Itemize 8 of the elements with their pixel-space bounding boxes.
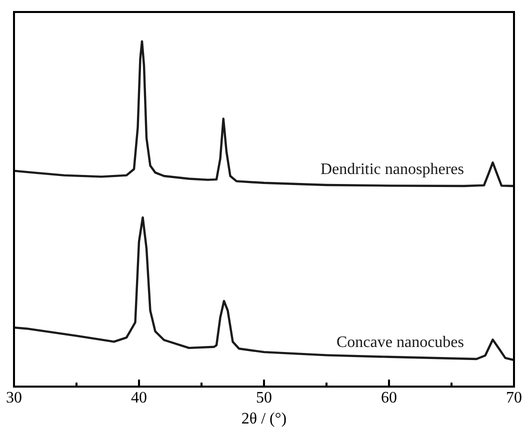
series-label: Dendritic nanospheres xyxy=(320,161,464,178)
x-tick-label: 30 xyxy=(6,389,22,406)
x-tick-label: 50 xyxy=(256,389,272,406)
x-tick-label: 70 xyxy=(506,389,522,406)
x-axis-title: 2θ / (°) xyxy=(241,410,287,428)
x-tick-label: 60 xyxy=(381,389,397,406)
x-tick-label: 40 xyxy=(131,389,147,406)
series-label: Concave nanocubes xyxy=(336,334,464,352)
